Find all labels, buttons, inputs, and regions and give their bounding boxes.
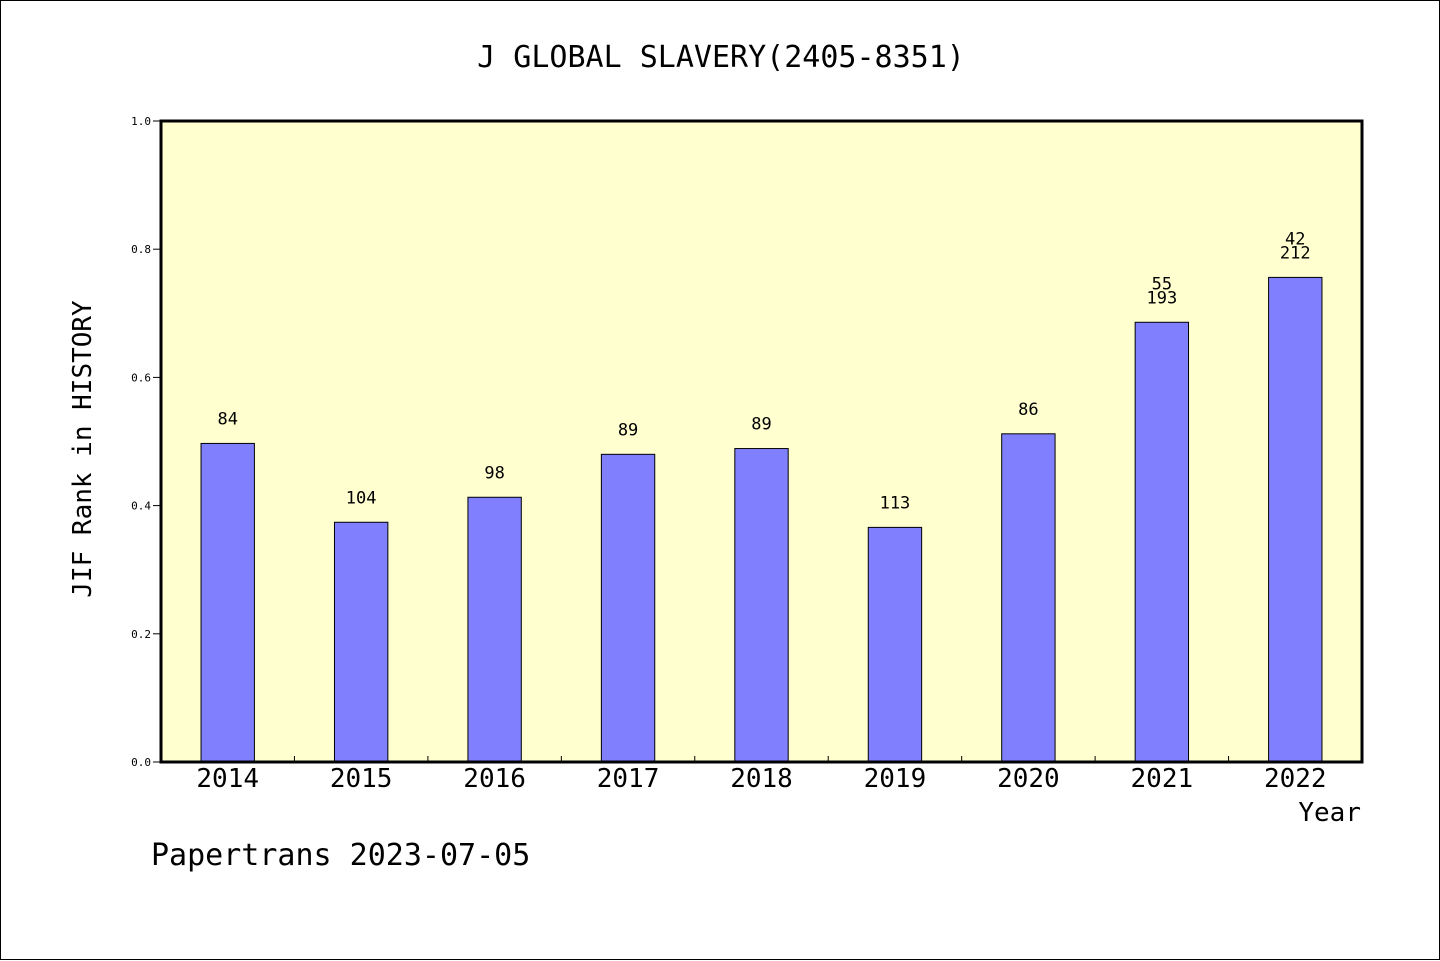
bar-label-rank-2014: 84 bbox=[217, 409, 237, 429]
x-tick-label-2014: 2014 bbox=[196, 764, 259, 794]
x-tick-label-2015: 2015 bbox=[330, 764, 393, 794]
footer-credit: Papertrans 2023-07-05 bbox=[151, 838, 530, 873]
plot-border bbox=[159, 119, 1364, 764]
bar-label-rank-2021: 193 bbox=[1146, 288, 1177, 308]
y-tick-label-0.0: 0.0 bbox=[131, 756, 151, 769]
x-tick-label-2016: 2016 bbox=[463, 764, 526, 794]
bar-2017 bbox=[600, 453, 656, 763]
y-tick-label-0.6: 0.6 bbox=[131, 371, 151, 384]
bar-label-rank-2020: 86 bbox=[1018, 400, 1038, 420]
x-axis-label: Year bbox=[1298, 798, 1361, 828]
bar-2019 bbox=[867, 526, 923, 763]
x-tick-label-2017: 2017 bbox=[597, 764, 660, 794]
bar-label-rank-2019: 113 bbox=[880, 493, 911, 513]
y-tick-label-1.0: 1.0 bbox=[131, 115, 151, 128]
bar-label-rank-2017: 89 bbox=[618, 420, 638, 440]
y-tick-label-0.4: 0.4 bbox=[131, 500, 151, 513]
bar-label-rank-2018: 89 bbox=[751, 415, 771, 435]
y-axis-ticks: 0.0 0.2 0.4 0.6 0.8 1.0 bbox=[131, 115, 161, 769]
bar-label-rank-2022: 212 bbox=[1280, 243, 1311, 263]
bar-2021 bbox=[1134, 321, 1190, 763]
x-axis-ticks: 2014 2015 2016 2017 2018 2019 2020 2021 2022 bbox=[196, 756, 1327, 794]
bars-group bbox=[200, 276, 1323, 763]
x-tick-label-2018: 2018 bbox=[730, 764, 793, 794]
y-tick-label-0.8: 0.8 bbox=[131, 243, 151, 256]
bar-2022 bbox=[1268, 276, 1323, 763]
chart-title: J GLOBAL SLAVERY(2405-8351) bbox=[477, 40, 965, 75]
x-tick-label-2019: 2019 bbox=[864, 764, 927, 794]
x-tick-label-2022: 2022 bbox=[1264, 764, 1327, 794]
bar-label-rank-2015: 104 bbox=[346, 488, 377, 508]
bar-2016 bbox=[467, 496, 522, 763]
bar-2020 bbox=[1001, 433, 1056, 763]
bar-label-rank-2016: 98 bbox=[484, 463, 504, 483]
x-tick-label-2020: 2020 bbox=[997, 764, 1060, 794]
bar-2015 bbox=[333, 521, 389, 763]
x-tick-label-2021: 2021 bbox=[1131, 764, 1194, 794]
bar-2018 bbox=[734, 448, 789, 763]
y-axis-label: JIF Rank in HISTORY bbox=[68, 300, 98, 598]
bar-label-rank-top-2021: 55 bbox=[1152, 274, 1172, 294]
y-tick-label-0.2: 0.2 bbox=[131, 628, 151, 641]
bar-2014 bbox=[200, 442, 255, 763]
bar-label-rank-top-2022: 42 bbox=[1285, 229, 1305, 249]
